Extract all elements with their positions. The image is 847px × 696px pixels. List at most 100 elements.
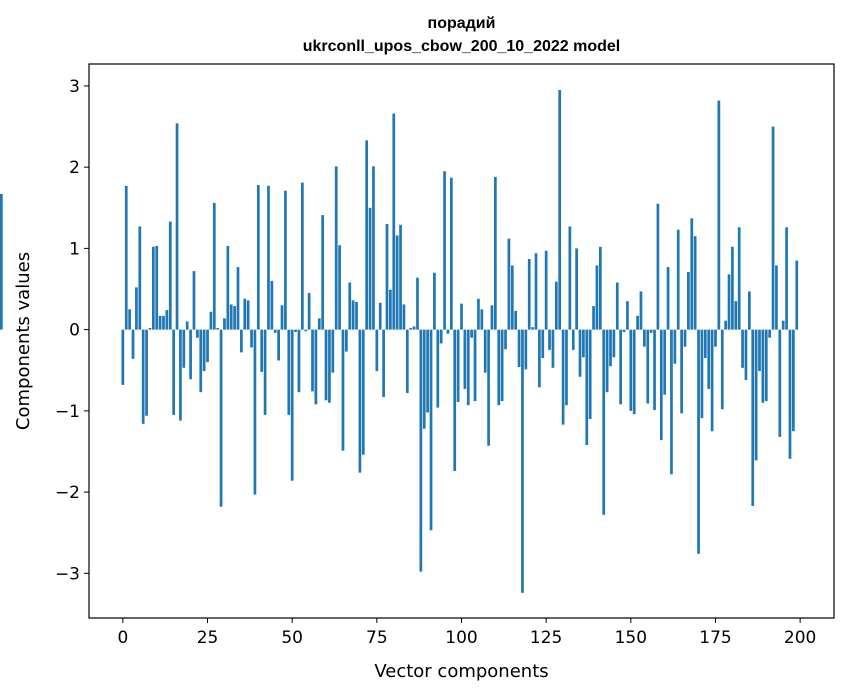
bar — [582, 329, 585, 358]
bar — [758, 329, 761, 372]
bar — [233, 306, 236, 330]
bar — [700, 329, 704, 419]
bar — [368, 207, 372, 330]
bar — [588, 329, 592, 419]
y-tick-label: −1 — [55, 402, 80, 422]
bar — [453, 329, 457, 471]
bar — [781, 320, 785, 330]
bar — [168, 221, 172, 330]
bar — [311, 329, 314, 392]
bar — [514, 310, 518, 330]
bar — [446, 329, 450, 334]
bar — [592, 306, 595, 330]
bar — [500, 329, 504, 402]
bar — [294, 329, 297, 333]
bar — [253, 329, 257, 495]
x-tick-label: 200 — [784, 628, 816, 648]
bar — [307, 293, 311, 330]
bar — [216, 328, 220, 330]
y-tick-label: 3 — [69, 77, 80, 97]
bar — [744, 329, 748, 380]
bar — [395, 235, 399, 330]
bar — [385, 224, 389, 330]
bar — [165, 310, 169, 330]
bar — [480, 309, 484, 330]
bar — [747, 291, 751, 330]
bar — [196, 329, 199, 338]
bar — [751, 329, 755, 506]
bar — [429, 329, 433, 531]
bar — [351, 300, 355, 330]
bar — [300, 182, 304, 330]
bar — [578, 329, 582, 377]
bar — [456, 329, 460, 402]
bar — [449, 177, 453, 330]
bar — [182, 329, 186, 368]
bar — [724, 320, 727, 330]
bar — [646, 329, 650, 404]
bar — [690, 218, 694, 330]
bar — [602, 329, 606, 515]
bar — [436, 329, 440, 408]
bar — [703, 329, 707, 359]
bar — [314, 329, 318, 405]
bar — [558, 89, 562, 330]
bar — [151, 246, 155, 330]
bar — [246, 300, 250, 330]
bar — [510, 265, 514, 330]
bar — [619, 329, 623, 405]
bar — [541, 329, 545, 359]
bar — [433, 272, 436, 330]
bar — [714, 329, 717, 347]
bar — [361, 329, 365, 455]
bar — [392, 113, 396, 330]
bar — [148, 328, 152, 330]
bar — [565, 329, 568, 406]
chart-title-line-1: порадий — [428, 15, 496, 32]
bar — [158, 315, 162, 330]
bar — [341, 329, 345, 451]
y-tick-label: −3 — [55, 564, 80, 584]
bar — [524, 329, 528, 370]
bar — [199, 329, 203, 393]
bar — [683, 329, 687, 347]
bar — [710, 329, 714, 432]
bar — [548, 329, 551, 350]
bar — [676, 229, 680, 330]
bar — [409, 328, 413, 330]
bar — [673, 329, 677, 364]
bar — [643, 329, 646, 347]
bar — [554, 281, 558, 330]
bar — [185, 321, 189, 330]
bar — [785, 227, 788, 330]
bar — [290, 329, 294, 481]
bar — [494, 176, 497, 330]
bar — [338, 245, 341, 330]
bar — [639, 291, 643, 330]
bar — [189, 329, 192, 380]
bars-group — [0, 89, 799, 593]
bar — [731, 246, 734, 330]
bar — [551, 329, 555, 368]
bar — [527, 258, 531, 330]
bar — [297, 329, 301, 393]
bar — [741, 329, 744, 368]
bar — [727, 274, 731, 330]
bar — [419, 329, 423, 572]
y-tick-label: 0 — [69, 321, 80, 341]
x-tick-label: 50 — [281, 628, 303, 648]
bar — [734, 301, 738, 330]
bar — [737, 227, 741, 330]
y-axis-label: Components values — [13, 252, 34, 430]
bar — [416, 277, 419, 330]
x-tick-label: 100 — [445, 628, 477, 648]
bar — [138, 226, 142, 330]
bar — [470, 329, 474, 338]
bar — [131, 329, 135, 359]
bar — [280, 305, 284, 330]
bar — [202, 329, 206, 372]
bar — [212, 202, 216, 330]
bar — [263, 329, 267, 415]
bar — [402, 304, 406, 330]
